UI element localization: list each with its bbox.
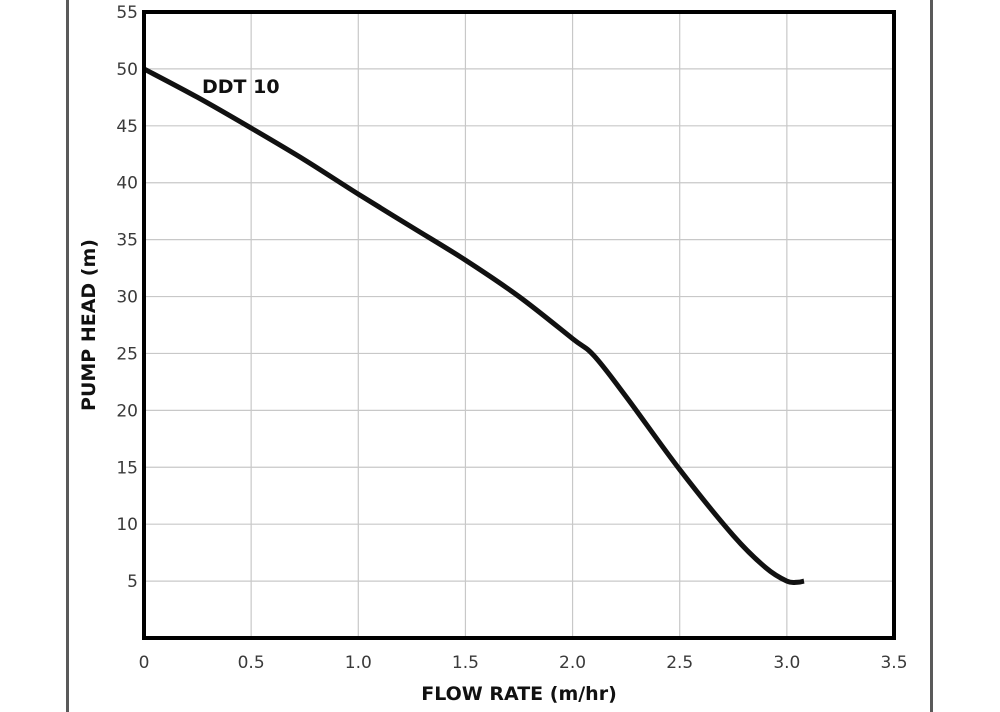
left-page-edge: [66, 0, 69, 712]
y-axis-title: PUMP HEAD (m): [78, 239, 100, 411]
series-layer: [142, 66, 805, 586]
series-label-ddt-10: DDT 10: [202, 76, 280, 98]
x-tick-label: 3.0: [773, 653, 800, 673]
x-axis-title: FLOW RATE (m/hr): [421, 683, 617, 705]
y-tick-labels: 5 10 15 20 25 30 35 40 45 50 55: [116, 3, 138, 592]
y-tick-label: 25: [116, 344, 138, 364]
y-tick-label: 55: [116, 3, 138, 23]
x-tick-label: 1.0: [345, 653, 372, 673]
y-tick-label: 35: [116, 231, 138, 251]
x-tick-label: 3.5: [880, 653, 907, 673]
grid-lines: [144, 12, 894, 638]
x-tick-label: 0.5: [238, 653, 265, 673]
x-tick-labels: 0 0.5 1.0 1.5 2.0 2.5 3.0 3.5: [139, 653, 908, 673]
y-tick-label: 5: [127, 572, 138, 592]
y-tick-label: 40: [116, 174, 138, 194]
series-line-0: [142, 66, 805, 586]
x-tick-label: 1.5: [452, 653, 479, 673]
x-tick-label: 0: [139, 653, 150, 673]
y-tick-label: 50: [116, 60, 138, 80]
x-tick-label: 2.0: [559, 653, 586, 673]
plot-area: [144, 12, 894, 638]
y-tick-label: 10: [116, 515, 138, 535]
y-tick-label: 30: [116, 288, 138, 308]
y-tick-label: 20: [116, 401, 138, 421]
y-tick-label: 45: [116, 117, 138, 137]
right-page-edge: [930, 0, 933, 712]
y-tick-label: 15: [116, 458, 138, 478]
x-tick-label: 2.5: [666, 653, 693, 673]
plot-frame: [142, 10, 896, 640]
